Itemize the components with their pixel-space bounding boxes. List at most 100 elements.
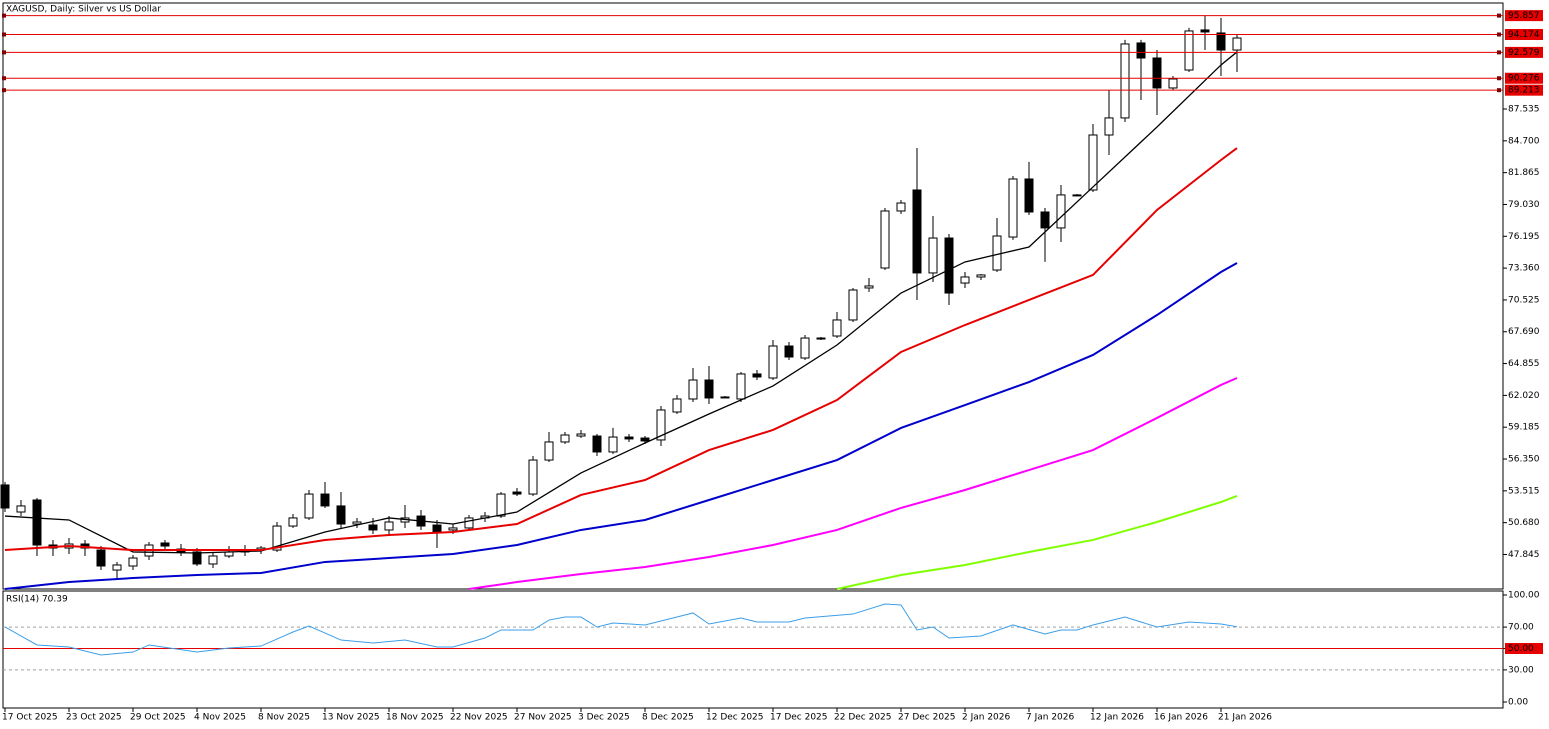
moving-average	[4, 51, 1238, 554]
y-tick-label: 56.350	[1508, 455, 1540, 465]
x-tick-label: 22 Nov 2025	[450, 713, 508, 723]
y-tick-label: 70.00	[1508, 623, 1534, 633]
x-tick-label: 8 Nov 2025	[258, 713, 310, 723]
candle-body	[1200, 29, 1210, 33]
candle-body	[672, 398, 682, 413]
candle-body	[464, 517, 474, 529]
candle-body	[192, 551, 202, 565]
candle-body	[320, 493, 330, 507]
price-level-marker	[2, 50, 6, 55]
candle-body	[960, 276, 970, 284]
y-tick-label: 64.855	[1508, 359, 1540, 369]
candle-body	[352, 521, 362, 525]
candle-body	[1232, 37, 1242, 51]
moving-average	[4, 262, 1238, 590]
y-tick-label: 62.020	[1508, 391, 1540, 401]
candle-body	[1056, 194, 1066, 229]
price-level-marker	[1497, 76, 1501, 81]
candle-body	[592, 435, 602, 453]
y-tick-label: 53.515	[1508, 486, 1540, 496]
rsi-title: RSI(14) 70.39	[6, 595, 68, 605]
price-level-label-bg	[1505, 28, 1543, 40]
price-level-marker	[1497, 88, 1501, 93]
y-tick-label: 87.535	[1508, 105, 1540, 115]
candle-body	[944, 237, 954, 294]
x-tick-label: 17 Dec 2025	[770, 713, 828, 723]
candle-body	[704, 379, 714, 399]
price-level-marker	[2, 32, 6, 37]
x-tick-label: 29 Oct 2025	[130, 713, 186, 723]
y-tick-label: 47.845	[1508, 550, 1540, 560]
candle-body	[1152, 57, 1162, 89]
candle-body	[1136, 42, 1146, 59]
chart-title: XAGUSD, Daily: Silver vs US Dollar	[6, 5, 161, 15]
x-tick-label: 12 Jan 2026	[1090, 713, 1144, 723]
rsi-line	[4, 603, 1238, 656]
main-panel-frame	[2, 2, 1504, 590]
y-tick-label: 70.525	[1508, 295, 1540, 305]
candle-body	[96, 549, 106, 567]
price-level-label-bg	[1505, 84, 1543, 96]
x-tick-label: 22 Dec 2025	[834, 713, 892, 723]
candle-body	[32, 499, 42, 546]
candle-body	[896, 202, 906, 212]
candle-body	[304, 493, 314, 519]
candle-body	[112, 564, 122, 571]
y-tick-label: 67.690	[1508, 327, 1540, 337]
candle-body	[784, 345, 794, 358]
y-tick-label: 100.00	[1508, 591, 1540, 601]
price-level-marker	[2, 88, 6, 93]
candle-body	[848, 289, 858, 321]
candle-body	[656, 409, 666, 441]
x-tick-label: 13 Nov 2025	[322, 713, 380, 723]
candle-body	[160, 542, 170, 547]
candle-body	[1184, 30, 1194, 71]
x-tick-label: 3 Dec 2025	[578, 713, 630, 723]
price-level-marker	[2, 13, 6, 18]
candle-body	[832, 319, 842, 337]
price-level-marker	[1497, 13, 1501, 18]
price-level-marker	[2, 76, 6, 81]
price-level-label-bg	[1505, 72, 1543, 84]
x-tick-label: 12 Dec 2025	[706, 713, 764, 723]
price-level-label: 90.276	[1508, 74, 1540, 84]
candle-body	[432, 524, 442, 533]
candle-body	[16, 505, 26, 513]
y-tick-label-bg	[1505, 643, 1543, 654]
x-tick-label: 4 Nov 2025	[194, 713, 246, 723]
candle-body	[928, 237, 938, 274]
candle-body	[272, 525, 282, 551]
candle-body	[1024, 178, 1034, 213]
candle-body	[880, 210, 890, 269]
candle-body	[560, 434, 570, 443]
candle-body	[448, 527, 458, 531]
moving-average	[836, 495, 1238, 590]
candle-body	[800, 337, 810, 359]
rsi-panel-frame	[2, 590, 1504, 709]
price-level-label: 95.857	[1508, 11, 1540, 21]
candle-body	[912, 189, 922, 274]
candle-body	[1216, 32, 1226, 51]
x-tick-label: 17 Oct 2025	[2, 713, 58, 723]
y-tick-label: 73.360	[1508, 264, 1540, 274]
candle-body	[608, 436, 618, 453]
y-tick-label: 50.680	[1508, 518, 1540, 528]
candle-body	[736, 373, 746, 400]
candle-body	[1008, 178, 1018, 238]
x-tick-label: 16 Jan 2026	[1154, 713, 1208, 723]
candle-body	[528, 459, 538, 495]
candle-body	[1088, 134, 1098, 191]
candle-body	[0, 484, 10, 509]
candle-body	[976, 274, 986, 278]
x-tick-label: 27 Nov 2025	[514, 713, 572, 723]
y-tick-label: 79.030	[1508, 200, 1540, 210]
candle-body	[864, 285, 874, 289]
candle-body	[288, 517, 298, 527]
candle-body	[624, 436, 634, 440]
candle-body	[1120, 43, 1130, 119]
y-tick-label: 76.195	[1508, 232, 1540, 242]
candle-body	[128, 557, 138, 567]
y-tick-label: 50.00	[1508, 644, 1534, 654]
price-level-label: 94.174	[1508, 30, 1540, 40]
candle-body	[1072, 194, 1082, 197]
